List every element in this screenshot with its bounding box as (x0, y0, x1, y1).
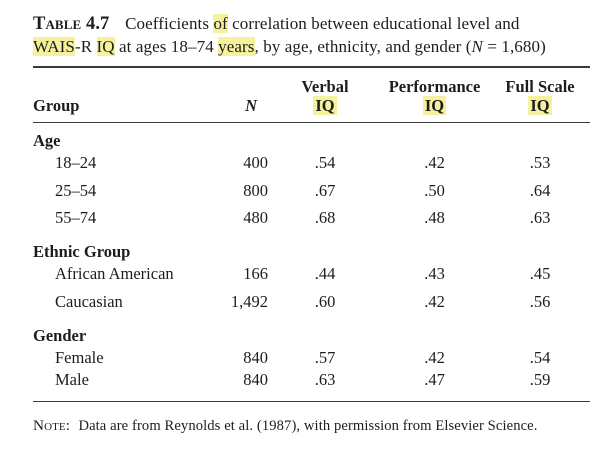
caption-segment: = 1,680) (482, 37, 546, 57)
cell-group: Female (55, 347, 104, 367)
section-header-row: Gender (33, 316, 590, 345)
column-header-n: N (183, 66, 271, 123)
cell-full-scale-iq: .64 (529, 180, 551, 200)
cell-full-scale-iq: .54 (529, 347, 551, 367)
table-row: 25–54 800 .67 .50 .64 (33, 177, 590, 205)
cell-full-scale-iq: .53 (529, 153, 551, 173)
table-caption: Table 4.7 Coefficients of correlation bet… (33, 12, 590, 59)
column-header-verbal-line1: Verbal (301, 76, 349, 96)
column-header-n-label: N (245, 96, 257, 116)
highlighted-word: IQ (96, 37, 115, 57)
cell-performance-iq: .50 (424, 180, 445, 200)
section-header: Gender (33, 325, 87, 345)
column-header-performance-line1: Performance (388, 76, 481, 96)
table-row: Female 840 .57 .42 .54 (33, 344, 590, 372)
cell-full-scale-iq: .59 (529, 369, 551, 389)
cell-performance-iq: .42 (424, 291, 445, 311)
cell-full-scale-iq: .56 (529, 291, 551, 311)
column-header-full-scale-iq: Full Scale IQ (490, 66, 590, 123)
cell-n: 840 (243, 347, 268, 367)
cell-group: 55–74 (55, 208, 97, 228)
caption-text: Coefficients of correlation between educ… (33, 14, 546, 57)
cell-group: 18–24 (55, 153, 97, 173)
cell-group: Caucasian (55, 291, 123, 311)
column-header-verbal-iq: Verbal IQ (271, 66, 379, 123)
highlighted-iq: IQ (313, 96, 337, 116)
highlighted-word: years (218, 37, 255, 57)
cell-verbal-iq: .44 (314, 264, 336, 284)
cell-performance-iq: .43 (424, 264, 445, 284)
column-header-verbal-line2: IQ (271, 96, 379, 116)
note-text: Data are from Reynolds et al. (1987), wi… (78, 418, 538, 435)
cell-group: Male (55, 369, 89, 389)
section-header: Ethnic Group (33, 242, 131, 262)
cell-full-scale-iq: .45 (529, 264, 551, 284)
column-header-performance-line2: IQ (379, 96, 490, 116)
cell-performance-iq: .42 (424, 347, 445, 367)
header-row: Group N Verbal IQ Performance IQ Full Sc… (33, 66, 590, 123)
table-header: Group N Verbal IQ Performance IQ Full Sc… (33, 66, 590, 123)
caption-segment: , by age, ethnicity, and gender ( (254, 37, 472, 57)
highlighted-iq: IQ (422, 96, 447, 116)
caption-segment: at ages 18–74 (114, 37, 219, 57)
table-number-label: Table 4.7 (33, 14, 110, 34)
note-label: Note: (33, 417, 71, 435)
cell-verbal-iq: .68 (314, 208, 336, 228)
section-header: Age (33, 130, 61, 150)
highlighted-word: WAIS (33, 37, 75, 57)
column-header-full-scale-line1: Full Scale (505, 76, 575, 96)
cell-performance-iq: .48 (424, 208, 445, 228)
cell-verbal-iq: .63 (314, 369, 336, 389)
highlighted-iq: IQ (528, 96, 552, 116)
column-header-group: Group (33, 66, 183, 123)
cell-n: 480 (243, 208, 268, 228)
column-header-full-scale-line2: IQ (490, 96, 590, 116)
cell-n: 840 (243, 369, 268, 389)
table-row: Male 840 .63 .47 .59 (33, 369, 590, 402)
table-row: African American 166 .44 .43 .45 (33, 261, 590, 289)
cell-n: 800 (243, 180, 268, 200)
caption-segment: N (471, 37, 483, 57)
column-header-performance-iq: Performance IQ (379, 66, 490, 123)
table-note: Note: Data are from Reynolds et al. (1987… (33, 417, 590, 435)
caption-segment: Coefficients (125, 14, 214, 33)
table-row: 18–24 400 .54 .42 .53 (33, 150, 590, 178)
cell-n: 166 (243, 264, 268, 284)
cell-verbal-iq: .54 (314, 153, 336, 173)
table-row: Caucasian 1,492 .60 .42 .56 (33, 288, 590, 316)
table-row: 55–74 480 .68 .48 .63 (33, 205, 590, 233)
table-body: Age 18–24 400 .54 .42 .53 25–54 800 .67 .50 .64 55–… (33, 122, 590, 402)
cell-n: 1,492 (230, 291, 268, 311)
cell-n: 400 (243, 153, 268, 173)
section-header-row: Ethnic Group (33, 232, 590, 261)
section-header-row: Age (33, 122, 590, 150)
cell-performance-iq: .47 (424, 369, 445, 389)
correlation-table: Group N Verbal IQ Performance IQ Full Sc… (33, 65, 590, 403)
cell-performance-iq: .42 (424, 153, 445, 173)
highlighted-word: of (213, 14, 228, 33)
cell-full-scale-iq: .63 (529, 208, 551, 228)
cell-verbal-iq: .67 (314, 180, 336, 200)
cell-verbal-iq: .60 (314, 291, 336, 311)
caption-segment: -R (74, 37, 97, 57)
cell-group: African American (55, 264, 174, 284)
caption-segment: correlation between educational level an… (227, 14, 520, 33)
cell-group: 25–54 (55, 180, 97, 200)
cell-verbal-iq: .57 (314, 347, 336, 367)
